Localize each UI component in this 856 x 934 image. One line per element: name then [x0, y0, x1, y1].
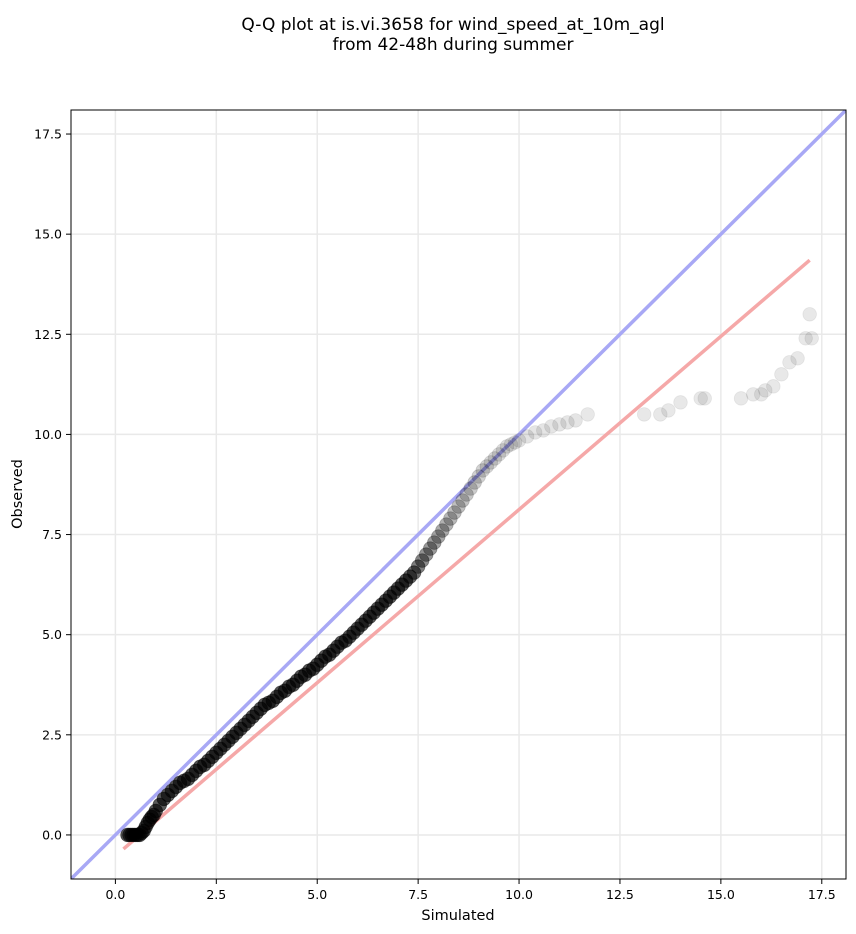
qq-point — [475, 463, 490, 478]
qq-point — [483, 455, 498, 470]
y-tick-label: 7.5 — [42, 527, 62, 542]
qq-point — [471, 469, 486, 484]
qq-point — [552, 417, 567, 432]
qq-point — [774, 367, 789, 382]
qq-point — [693, 391, 708, 406]
reference-lines — [71, 110, 846, 879]
qq-point — [661, 403, 676, 418]
x-tick-label: 15.0 — [707, 887, 735, 902]
qq-point — [636, 407, 652, 422]
qq-point — [802, 307, 817, 322]
qq-point — [673, 395, 688, 410]
qq-point — [503, 437, 519, 452]
identity-reference-line — [71, 110, 846, 879]
qq-point — [463, 481, 478, 496]
y-axis-ticks: 0.0 2.5 5.0 7.5 10.0 12.5 15.0 17.5 — [34, 127, 71, 842]
qq-point — [754, 387, 769, 402]
qq-point — [507, 435, 523, 450]
qq-point — [431, 529, 446, 544]
y-tick-label: 10.0 — [34, 427, 62, 442]
qq-point — [487, 451, 503, 466]
x-tick-label: 7.5 — [408, 887, 428, 902]
qq-point — [766, 379, 781, 394]
qq-point — [495, 443, 511, 458]
y-tick-label: 0.0 — [42, 827, 62, 842]
data-points — [120, 307, 819, 843]
qq-point — [491, 447, 507, 462]
qq-point — [455, 493, 470, 508]
qq-point — [653, 407, 668, 422]
qq-point — [580, 407, 595, 422]
qq-point — [511, 433, 527, 448]
qq-point — [697, 391, 712, 406]
y-tick-label: 5.0 — [42, 627, 62, 642]
qq-point — [447, 505, 462, 520]
x-tick-label: 2.5 — [206, 887, 226, 902]
qq-point — [499, 439, 515, 454]
qq-point — [782, 355, 797, 370]
qq-point — [733, 391, 749, 406]
qq-point — [568, 413, 583, 428]
qq-point — [536, 423, 551, 438]
plot-frame — [70, 109, 847, 880]
y-tick-label: 15.0 — [34, 227, 62, 242]
qq-point — [479, 459, 494, 474]
qq-point — [527, 425, 543, 440]
qq-point — [423, 541, 438, 556]
qq-point — [467, 475, 482, 490]
qq-point — [435, 523, 450, 538]
qq-point — [439, 517, 454, 532]
x-axis-ticks: 0.0 2.5 5.0 7.5 10.0 12.5 15.0 17.5 — [105, 879, 836, 902]
qq-point — [745, 387, 761, 402]
qq-point — [443, 511, 458, 526]
y-tick-label: 12.5 — [34, 327, 62, 342]
qq-point — [459, 487, 474, 502]
x-axis-label: Simulated — [421, 908, 494, 924]
qq-point — [798, 331, 813, 346]
qq-point — [519, 429, 535, 444]
qq-point — [419, 547, 434, 562]
y-tick-label: 2.5 — [42, 727, 62, 742]
qq-point — [414, 553, 430, 568]
x-tick-label: 10.0 — [505, 887, 533, 902]
y-axis-label: Observed — [10, 459, 26, 529]
qq-point — [451, 499, 466, 514]
x-tick-label: 5.0 — [307, 887, 327, 902]
chart-title-line-1: Q-Q plot at is.vi.3658 for wind_speed_at… — [241, 15, 664, 35]
qq-point — [790, 351, 805, 366]
x-tick-label: 17.5 — [808, 887, 836, 902]
qq-point — [544, 419, 559, 434]
qq-point — [410, 559, 426, 574]
chart-title-line-2: from 42-48h during summer — [333, 35, 574, 55]
y-tick-label: 17.5 — [34, 127, 62, 142]
qq-point — [804, 331, 819, 346]
qq-point — [427, 535, 442, 550]
grid-lines — [71, 110, 846, 879]
fit-reference-line — [122, 258, 811, 851]
x-tick-label: 0.0 — [105, 887, 125, 902]
qq-point — [560, 415, 575, 430]
x-tick-label: 12.5 — [606, 887, 634, 902]
qq-point — [758, 383, 773, 398]
